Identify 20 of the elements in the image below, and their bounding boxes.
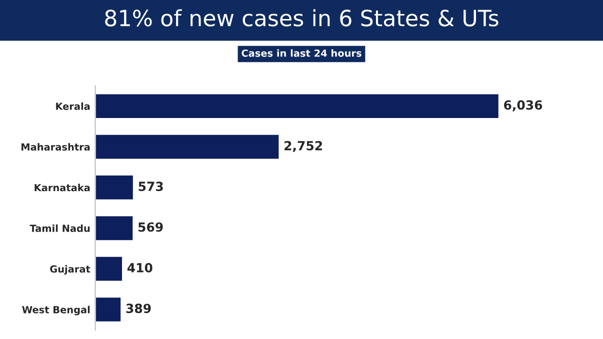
bar <box>95 296 122 323</box>
data-label: 389 <box>126 304 151 314</box>
chart-subtitle: Cases in last 24 hours <box>242 49 362 57</box>
y-tick-label: Gujarat <box>50 265 90 275</box>
y-tick-label: Karnataka <box>34 184 90 192</box>
y-tick-label: West Bengal <box>22 306 90 316</box>
data-label: 410 <box>127 263 152 272</box>
y-tick-label: Kerala <box>56 102 90 110</box>
y-tick-label: Tamil Nadu <box>30 224 90 232</box>
bar <box>95 174 134 201</box>
bar <box>95 133 280 160</box>
data-label: 573 <box>138 182 163 192</box>
bar <box>95 214 134 242</box>
data-label: 2,752 <box>284 140 322 152</box>
data-label: 6,036 <box>504 100 542 112</box>
data-label: 569 <box>138 222 163 232</box>
bar <box>95 256 124 282</box>
bar <box>95 92 500 120</box>
chart-title: 81% of new cases in 6 States & UTs <box>105 9 498 26</box>
y-tick-label: Maharashtra <box>22 143 90 151</box>
